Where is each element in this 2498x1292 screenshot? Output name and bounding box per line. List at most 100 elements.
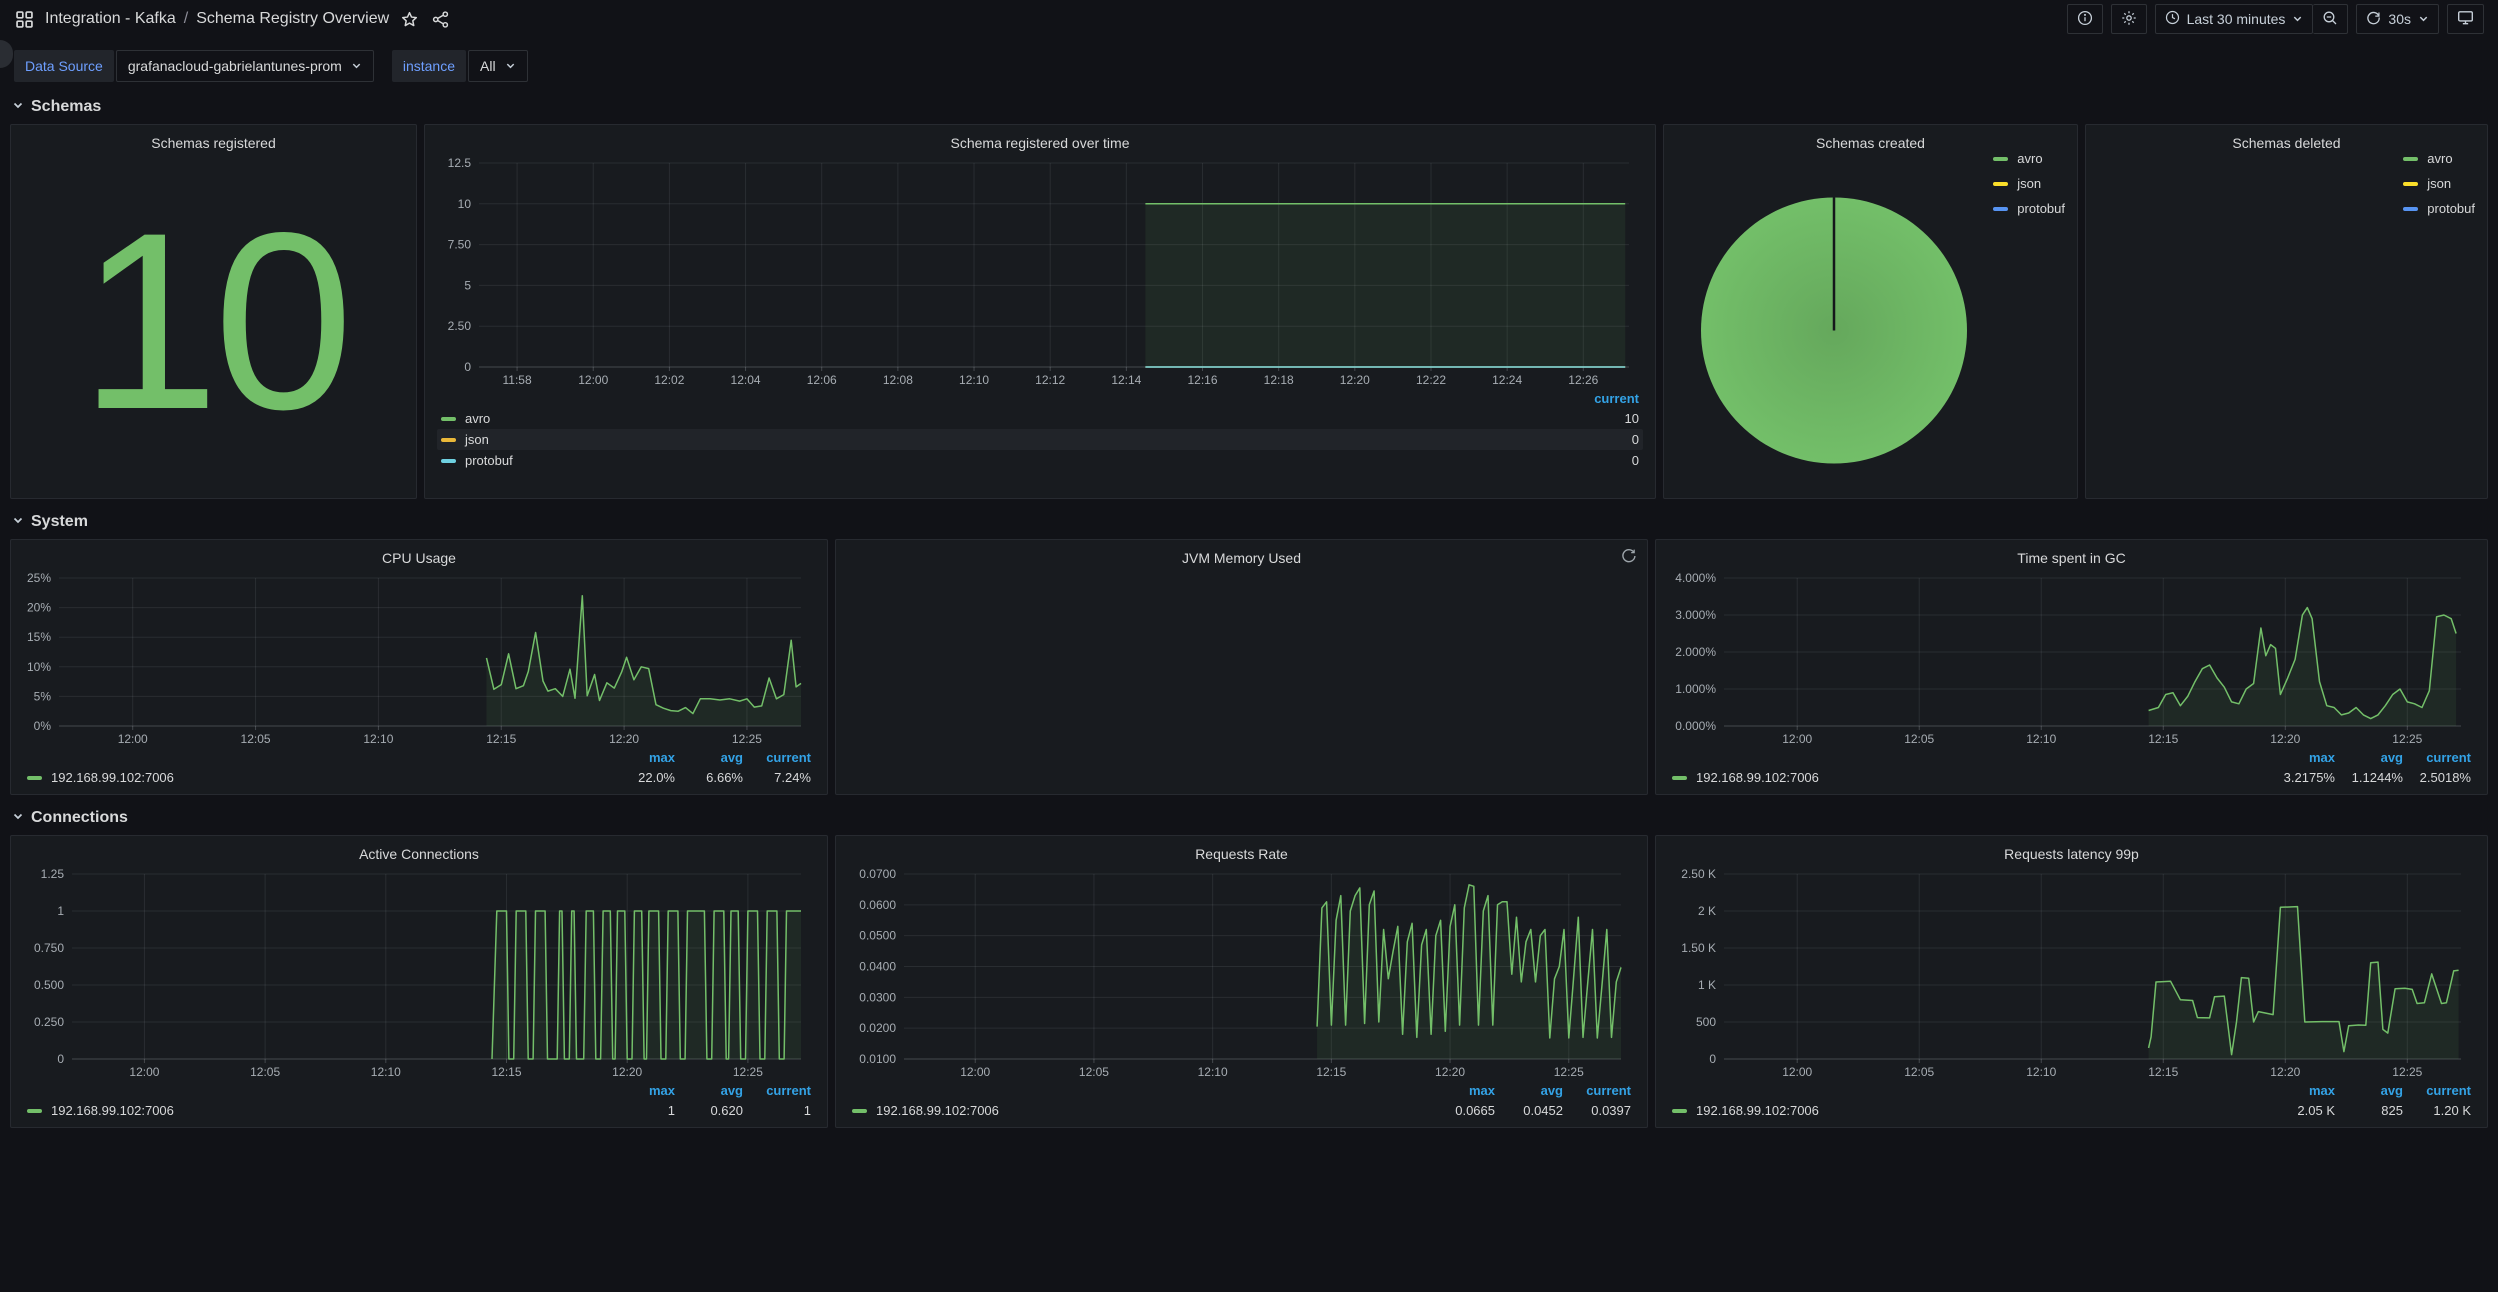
legend-column-avg[interactable]: avg (1540, 1083, 1563, 1098)
svg-text:10%: 10% (27, 660, 51, 674)
panel-time-spent-in-gc: Time spent in GC 0.000% 1.000% 2.000% 3.000… (1655, 539, 2488, 795)
refresh-interval-label: 30s (2388, 11, 2411, 27)
active-connections-chart[interactable]: 0 0.250 0.500 0.750 1 1.25 12:00 12:05 12:10 12:1… (23, 866, 815, 1081)
svg-text:0: 0 (57, 1052, 64, 1066)
legend-column-max[interactable]: max (2308, 1083, 2335, 1098)
panel-title[interactable]: JVM Memory Used (1181, 550, 1302, 566)
requests-rate-chart[interactable]: 0.0100 0.0200 0.0300 0.0400 0.0500 0.0600 0.07… (848, 866, 1635, 1081)
svg-text:1 K: 1 K (1698, 978, 1716, 992)
instance-variable-select[interactable]: All (468, 50, 528, 82)
panel-title[interactable]: Schemas created (1816, 135, 1925, 151)
legend-column-current[interactable]: current (1594, 391, 1639, 406)
gc-time-chart[interactable]: 0.000% 1.000% 2.000% 3.000% 4.000% 12:00 12:05… (1668, 570, 2475, 748)
panel-cpu-usage: CPU Usage 0% 5% 10% 15% 20% 25% 12:00 12:05 12:1… (10, 539, 828, 795)
legend-series-name[interactable]: json (465, 432, 489, 447)
legend-series-name[interactable]: avro (2427, 151, 2453, 166)
legend-column-max[interactable]: max (1468, 1083, 1495, 1098)
jvm-memory-chart[interactable] (848, 570, 1635, 786)
cpu-usage-chart[interactable]: 0% 5% 10% 15% 20% 25% 12:00 12:05 12:10 12:15 12:2… (23, 570, 815, 748)
dashboard-settings-button[interactable] (2110, 4, 2147, 34)
time-range-picker[interactable]: Last 30 minutes (2154, 4, 2314, 34)
legend-series-name[interactable]: 192.168.99.102:7006 (1696, 770, 1819, 785)
dashboard-info-button[interactable] (2066, 4, 2103, 34)
legend-swatch (27, 1108, 42, 1113)
legend-swatch (852, 1108, 867, 1113)
legend-column-current[interactable]: current (1586, 1083, 1631, 1098)
breadcrumb-folder[interactable]: Integration - Kafka (45, 10, 176, 27)
svg-text:12:10: 12:10 (371, 1065, 401, 1079)
svg-text:4.000%: 4.000% (1675, 571, 1716, 585)
legend-value: 10 (1624, 411, 1639, 426)
panel-title[interactable]: Active Connections (359, 846, 479, 862)
svg-text:5%: 5% (34, 689, 52, 703)
legend-item: 192.168.99.102:7006 3.2175% 1.1244% 2.5018% (1668, 767, 2475, 788)
apps-grid-icon[interactable] (14, 9, 35, 30)
datasource-variable-select[interactable]: grafanacloud-gabrielantunes-prom (115, 50, 374, 82)
svg-text:12:00: 12:00 (578, 373, 608, 387)
section-connections[interactable]: Connections (0, 803, 2498, 835)
svg-text:1: 1 (57, 904, 64, 918)
legend-series-name[interactable]: 192.168.99.102:7006 (876, 1103, 999, 1118)
legend-value: 0.0397 (1591, 1103, 1631, 1118)
svg-text:12:20: 12:20 (1340, 373, 1370, 387)
legend-series-name[interactable]: json (2427, 176, 2452, 191)
zoom-out-button[interactable] (2313, 4, 2349, 34)
section-schemas[interactable]: Schemas (0, 92, 2498, 124)
svg-text:12:00: 12:00 (129, 1065, 159, 1079)
svg-text:3.000%: 3.000% (1675, 608, 1716, 622)
legend-column-current[interactable]: current (766, 1083, 811, 1098)
refresh-icon (2366, 10, 2381, 28)
menu-toggle-handle[interactable] (0, 40, 13, 68)
panel-title[interactable]: Requests latency 99p (2004, 846, 2139, 862)
schemas-created-pie-chart[interactable] (1676, 155, 2065, 490)
panel-title[interactable]: Schema registered over time (950, 135, 1130, 151)
legend-series-name[interactable]: json (2017, 176, 2042, 191)
legend-column-max[interactable]: max (648, 750, 675, 765)
star-icon[interactable] (399, 9, 420, 30)
svg-text:2.50 K: 2.50 K (1681, 867, 1716, 881)
legend: current avro 10 json 0 protobuf 0 (437, 391, 1643, 471)
legend-series-name[interactable]: 192.168.99.102:7006 (51, 1103, 174, 1118)
legend-column-max[interactable]: max (2308, 750, 2335, 765)
svg-text:11:58: 11:58 (503, 373, 532, 387)
panel-title[interactable]: Schemas registered (151, 135, 276, 151)
legend-value: 2.05 K (2297, 1103, 2335, 1118)
legend-series-name[interactable]: 192.168.99.102:7006 (51, 770, 174, 785)
svg-text:5: 5 (464, 278, 471, 292)
legend-column-max[interactable]: max (648, 1083, 675, 1098)
legend-series-name[interactable]: protobuf (2427, 201, 2475, 216)
legend-column-avg[interactable]: avg (2380, 1083, 2403, 1098)
legend-column-current[interactable]: current (2426, 750, 2471, 765)
time-range-label: Last 30 minutes (2186, 11, 2286, 27)
legend-series-name[interactable]: avro (465, 411, 491, 426)
legend: avro json protobuf (2403, 151, 2475, 216)
zoom-out-icon (2322, 10, 2338, 29)
panel-title[interactable]: CPU Usage (382, 550, 456, 566)
requests-latency-chart[interactable]: 0 500 1 K 1.50 K 2 K 2.50 K 12:00 12:05 12:10 12:… (1668, 866, 2475, 1081)
svg-text:12:10: 12:10 (1198, 1065, 1228, 1079)
legend-series-name[interactable]: 192.168.99.102:7006 (1696, 1103, 1819, 1118)
breadcrumb-dashboard[interactable]: Schema Registry Overview (196, 10, 390, 27)
panel-title[interactable]: Time spent in GC (2017, 550, 2126, 566)
panel-title[interactable]: Schemas deleted (2232, 135, 2341, 151)
panel-schemas-created: Schemas created avro json protobuf (1663, 124, 2078, 499)
legend-column-avg[interactable]: avg (720, 1083, 743, 1098)
legend-series-name[interactable]: avro (2017, 151, 2043, 166)
legend-item: avro (2403, 151, 2475, 166)
share-icon[interactable] (430, 9, 451, 30)
kiosk-mode-button[interactable] (2447, 4, 2484, 34)
legend-column-current[interactable]: current (2426, 1083, 2471, 1098)
legend-series-name[interactable]: protobuf (2017, 201, 2065, 216)
svg-text:12:10: 12:10 (959, 373, 989, 387)
legend-series-name[interactable]: protobuf (465, 453, 513, 468)
refresh-button[interactable]: 30s (2356, 4, 2439, 34)
legend-column-avg[interactable]: avg (720, 750, 743, 765)
svg-text:12:05: 12:05 (1079, 1065, 1109, 1079)
panel-title[interactable]: Requests Rate (1195, 846, 1288, 862)
legend-column-current[interactable]: current (766, 750, 811, 765)
legend-swatch (1993, 206, 2009, 211)
schema-over-time-chart[interactable]: 0 2.50 5 7.50 10 12.5 11:58 12:00 12:02 12:04 12:0… (437, 155, 1643, 389)
legend-swatch (1993, 181, 2009, 186)
section-system[interactable]: System (0, 507, 2498, 539)
legend-column-avg[interactable]: avg (2380, 750, 2403, 765)
